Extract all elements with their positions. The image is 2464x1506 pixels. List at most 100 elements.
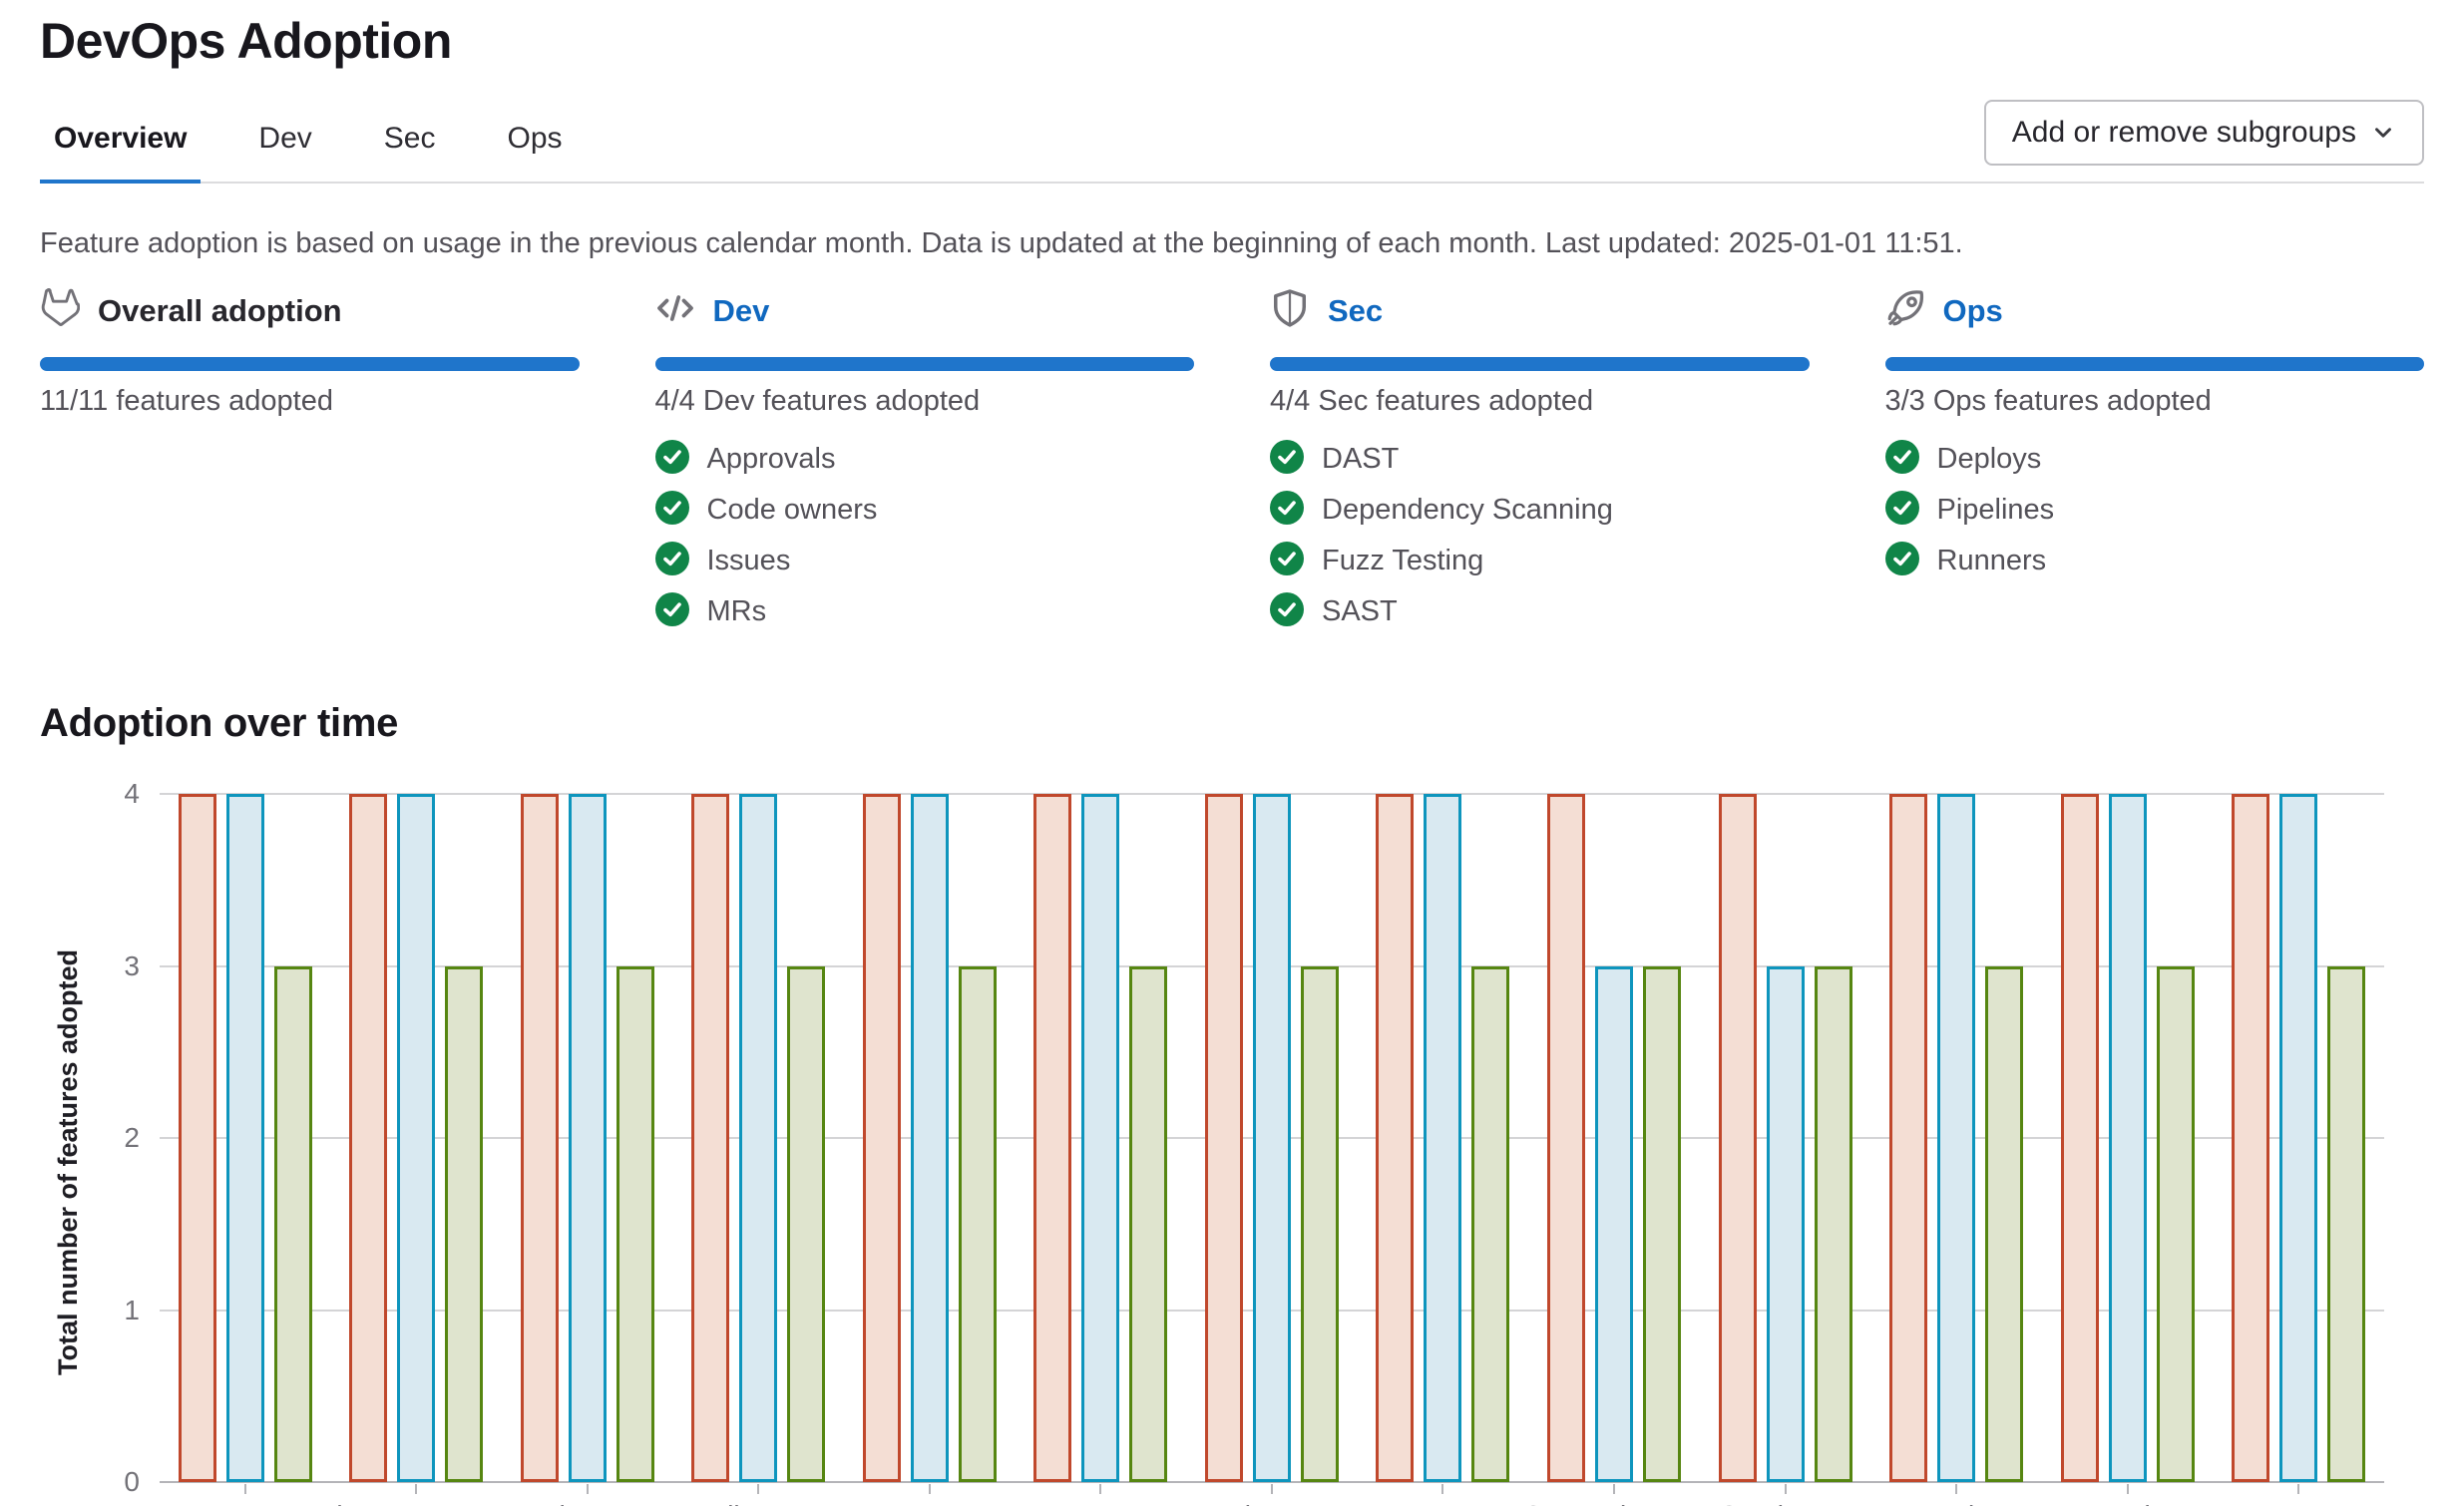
y-tick-label: 1 [124,1294,140,1325]
feature-item: Pipelines [1884,490,2425,530]
feature-label: MRs [706,594,767,627]
dev-bar [1376,794,1415,1482]
card-title-dev[interactable]: Dev [712,292,770,328]
bar-group-march [502,794,673,1494]
ops-bar [787,965,826,1482]
feature-item: Runners [1884,541,2425,580]
card-title-ops[interactable]: Ops [1942,292,2003,328]
tanuki-icon [40,287,81,333]
ops-bar [1129,965,1168,1482]
adoption-cards: Overall adoption 11/11 features adopted De… [40,287,2425,643]
check-circle-icon [654,439,689,479]
bar-group-january [2213,794,2384,1494]
x-axis-label: January [96,1500,271,1506]
dev-bar [1889,794,1928,1482]
bar-group-september [1528,794,1700,1494]
y-axis-label: Total number of features adopted [52,949,83,1376]
x-axis-tick [928,1484,931,1494]
x-axis-tick [757,1484,760,1494]
ops-bar [616,965,654,1482]
ops-bar [1814,965,1852,1482]
sec-bar [1766,965,1805,1482]
x-axis-tick [415,1484,418,1494]
check-circle-icon [654,490,689,530]
x-axis-label: July [1152,1500,1328,1506]
ops-bar [2327,965,2366,1482]
x-axis-label: January [2209,1500,2384,1506]
adoption-progress-bar [1884,357,2424,371]
tab-overview[interactable]: Overview [40,106,202,184]
sec-bar [397,794,436,1482]
x-axis-label: March [448,1500,623,1506]
tab-dev[interactable]: Dev [258,122,312,155]
feature-label: Approvals [706,442,836,475]
adoption-progress-bar [1270,357,1810,371]
add-or-remove-subgroups-label: Add or remove subgroups [2011,116,2356,149]
x-axis-tick [243,1484,246,1494]
x-axis-label: September [1504,1500,1680,1506]
feature-label: Issues [706,544,791,576]
check-circle-icon [654,591,689,631]
adoption-progress-label: 4/4 Sec features adopted [1270,385,1594,417]
dev-bar [178,794,216,1482]
ops-bar [2156,965,2195,1482]
x-axis-label: February [271,1500,447,1506]
chevron-down-icon [2375,128,2391,138]
feature-label: DAST [1322,442,1400,475]
card-title-overall-adoption: Overall adoption [98,292,342,328]
check-circle-icon [1270,439,1304,479]
feature-list: Deploys Pipelines Runners [1884,439,2425,580]
x-axis-tick [1099,1484,1102,1494]
adoption-card-overall-adoption: Overall adoption 11/11 features adopted [40,287,580,643]
bar-groups [160,794,2384,1494]
feature-item: Code owners [654,490,1195,530]
adoption-progress-bar [40,357,580,371]
bar-group-april [673,794,845,1494]
bar-group-may [844,794,1016,1494]
x-axis-tick [1784,1484,1787,1494]
dev-bar [862,794,901,1482]
adoption-progress-label: 4/4 Dev features adopted [654,385,981,417]
card-header: Overall adoption [40,287,580,333]
adoption-over-time-chart: Total number of features adopted 0 1 2 3 4 J… [40,778,2384,1506]
card-title-sec[interactable]: Sec [1328,292,1384,328]
tab-bar: Overview Dev Sec Ops Add or remove subgroup… [40,100,2424,184]
sec-bar [1252,794,1291,1482]
sec-bar [739,794,778,1482]
feature-list: DAST Dependency Scanning Fuzz Testing SAST [1270,439,1810,631]
dev-bar [2060,794,2099,1482]
tab-sec[interactable]: Sec [383,122,436,155]
bar-group-december [2042,794,2214,1494]
adoption-card-ops: Ops 3/3 Ops features adopted Deploys Pipeli… [1884,288,2425,643]
sec-bar [1595,965,1634,1482]
x-axis-line [160,1481,2384,1483]
bar-group-february [331,794,503,1494]
x-axis-tick [1613,1484,1616,1494]
x-axis-tick [1270,1484,1273,1494]
page-title: DevOps Adoption [40,13,452,69]
sec-bar [568,794,607,1482]
dev-bar [2232,794,2270,1482]
x-axis-label: August [1328,1500,1503,1506]
check-circle-icon [1884,541,1919,580]
add-or-remove-subgroups-button[interactable]: Add or remove subgroups [1983,100,2424,166]
check-circle-icon [1884,439,1919,479]
tab-ops[interactable]: Ops [507,122,563,155]
feature-label: Deploys [1936,442,2042,475]
feature-label: Dependency Scanning [1322,493,1613,526]
last-updated-info: Feature adoption is based on usage in th… [40,227,1963,259]
x-axis-labels: JanuaryFebruaryMarchAprilMayJuneJulyAugu… [96,1500,2384,1506]
check-circle-icon [1270,490,1304,530]
tabs: Overview Dev Sec Ops [40,106,577,184]
check-circle-icon [1884,490,1919,530]
dev-bar [1033,794,1072,1482]
dev-bar [520,794,559,1482]
y-tick-label: 2 [124,1122,140,1153]
y-tick-label: 3 [124,949,140,981]
dev-bar [691,794,730,1482]
bar-group-june [1016,794,1187,1494]
check-circle-icon [1270,591,1304,631]
y-axis-ticks: 0 1 2 3 4 [96,778,160,1497]
